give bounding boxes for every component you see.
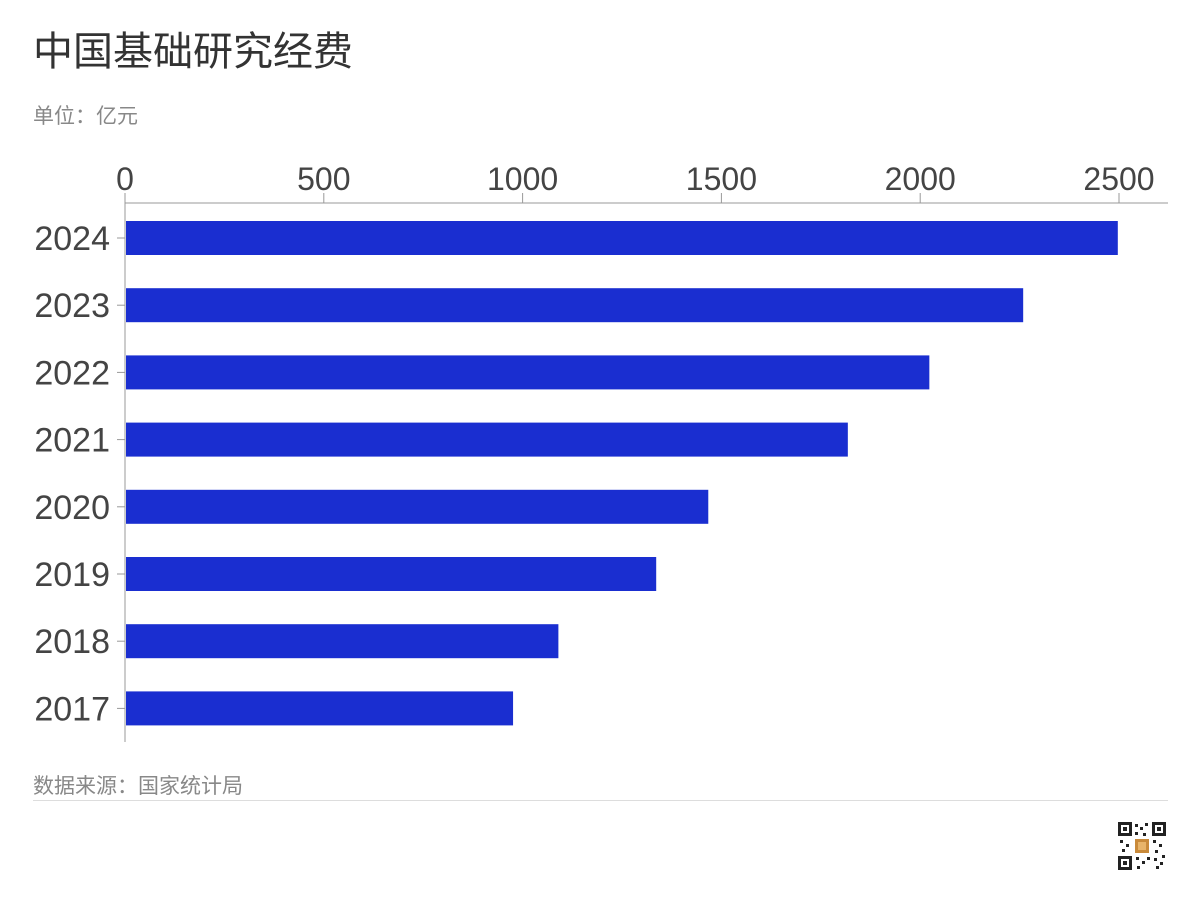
x-tick-label: 2500 <box>1083 161 1154 197</box>
x-tick-label: 500 <box>297 161 350 197</box>
x-tick-label: 1500 <box>686 161 757 197</box>
y-tick-label: 2024 <box>34 220 110 258</box>
y-tick-label: 2020 <box>34 489 110 527</box>
bar-2023 <box>126 288 1024 323</box>
bar-2022 <box>126 355 930 390</box>
x-tick-label: 2000 <box>885 161 956 197</box>
y-tick-label: 2023 <box>34 287 110 325</box>
bar-2017 <box>126 691 514 726</box>
y-tick-label: 2019 <box>34 556 110 594</box>
bar-2018 <box>126 624 559 659</box>
bar-2019 <box>126 557 657 591</box>
footer-divider <box>33 800 1168 801</box>
y-tick-label: 2018 <box>34 623 110 661</box>
y-tick-label: 2021 <box>34 422 110 460</box>
bar-2024 <box>126 221 1118 255</box>
unit-label: 单位：亿元 <box>33 104 138 128</box>
chart-title: 中国基础研究经费 <box>33 29 353 75</box>
x-tick-label: 1000 <box>487 161 558 197</box>
x-tick-label: 0 <box>116 161 134 197</box>
bar-2021 <box>126 422 848 457</box>
bar-2020 <box>126 489 709 524</box>
y-tick-label: 2017 <box>34 690 110 728</box>
y-tick-label: 2022 <box>34 354 110 392</box>
source-note: 数据来源：国家统计局 <box>33 774 243 798</box>
qr-code <box>1118 822 1166 870</box>
